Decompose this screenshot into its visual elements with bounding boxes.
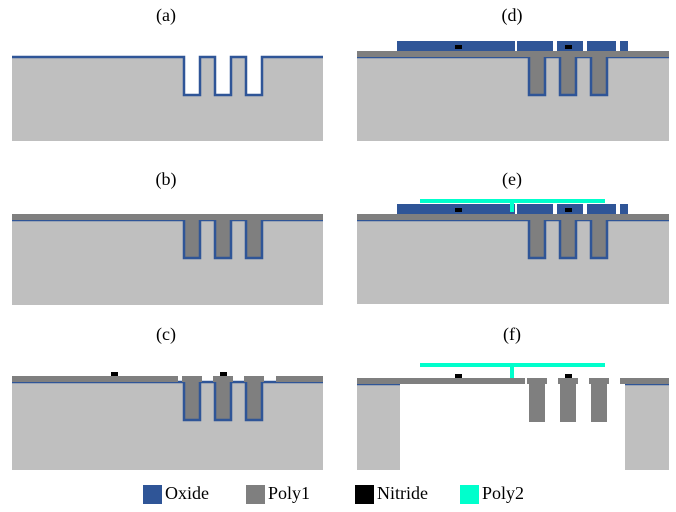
nitride (455, 208, 462, 212)
nitride (455, 374, 462, 378)
poly1-pillar (560, 384, 576, 422)
substrate (12, 382, 323, 470)
trench (215, 220, 231, 258)
substrate (12, 57, 323, 141)
poly1-layer (357, 51, 669, 57)
oxide-block (517, 41, 553, 51)
trench (215, 57, 231, 95)
trench (591, 57, 607, 95)
trench (215, 382, 231, 420)
legend-swatch (246, 485, 265, 504)
substrate (357, 384, 400, 470)
trench (246, 57, 262, 95)
poly1-layer (12, 376, 178, 382)
poly1-cap (527, 378, 547, 384)
poly1-layer (357, 214, 669, 220)
panel-label: (f) (503, 324, 521, 345)
legend: Oxide Poly1 Nitride Poly2 (143, 483, 524, 504)
legend-label: Oxide (165, 483, 209, 503)
legend-label: Nitride (377, 483, 428, 503)
nitride (565, 374, 572, 378)
nitride (565, 208, 572, 212)
trench (184, 220, 200, 258)
poly1-layer (276, 376, 323, 382)
poly1-pillar (529, 384, 545, 422)
legend-label: Poly2 (482, 483, 524, 503)
process-diagram: (a) (b) (c) (d) (e) (f) Oxide Poly1 Nitrid… (0, 0, 676, 512)
poly1-cap (244, 376, 264, 382)
poly2-anchor (510, 363, 514, 378)
oxide-block (620, 204, 628, 214)
nitride (455, 45, 462, 49)
trench (529, 220, 545, 258)
poly2-anchor (510, 199, 514, 212)
poly1-layer (620, 378, 669, 384)
oxide-block (620, 41, 628, 51)
poly1-layer (357, 378, 525, 384)
panel-label: (b) (156, 169, 177, 190)
panel-label: (d) (502, 5, 523, 26)
poly1-cap (589, 378, 609, 384)
oxide-block (517, 204, 553, 214)
trench (246, 382, 262, 420)
oxide-block (587, 204, 616, 214)
poly1-cap (558, 378, 578, 384)
substrate (12, 220, 323, 305)
legend-swatch (143, 485, 162, 504)
trench (529, 57, 545, 95)
nitride (220, 372, 227, 376)
trench (591, 220, 607, 258)
cross-sections (12, 41, 669, 470)
trench (560, 220, 576, 258)
panel-label: (a) (156, 5, 176, 26)
substrate (625, 384, 669, 470)
poly1-pillar (591, 384, 607, 422)
legend-swatch (460, 485, 479, 504)
panel-label: (c) (156, 324, 176, 345)
oxide-block (587, 41, 616, 51)
trench (184, 57, 200, 95)
poly1-layer (12, 214, 323, 220)
trench (560, 57, 576, 95)
legend-label: Poly1 (268, 483, 310, 503)
substrate (357, 220, 669, 304)
panel-label: (e) (502, 169, 522, 190)
trench (246, 220, 262, 258)
legend-swatch (355, 485, 374, 504)
nitride (111, 372, 118, 376)
poly1-cap (182, 376, 202, 382)
poly1-cap (213, 376, 233, 382)
nitride (565, 45, 572, 49)
substrate (357, 57, 669, 141)
trench (184, 382, 200, 420)
